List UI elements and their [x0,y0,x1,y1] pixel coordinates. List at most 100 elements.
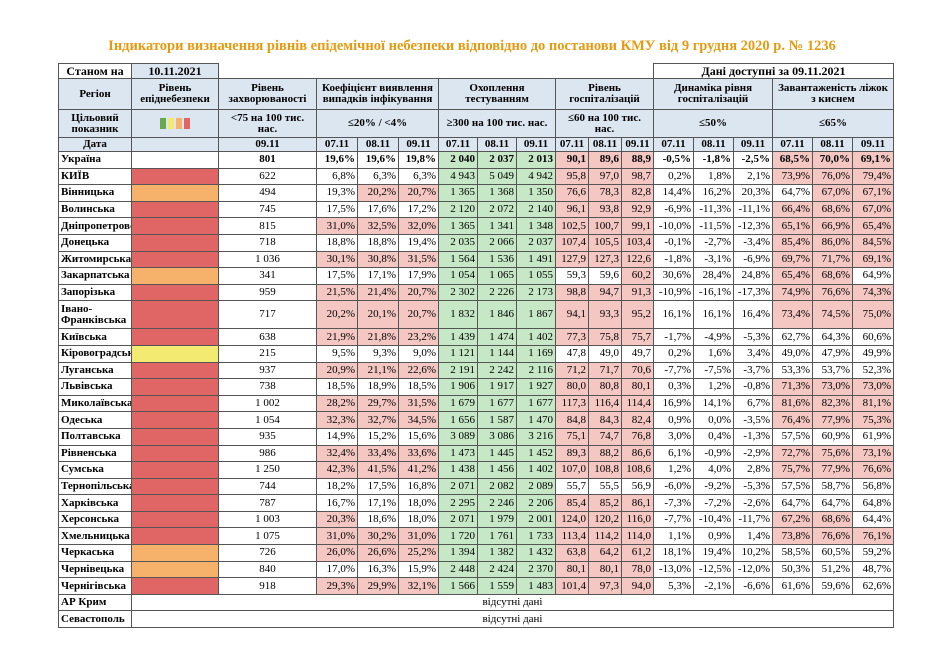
beds-value: 73,0% [812,378,853,396]
beds-value: 66,4% [772,200,813,219]
tests-value: 1 979 [477,510,517,529]
level [131,560,219,579]
coef-value: 21,4% [357,283,399,302]
dyn-value: -11,5% [693,217,734,235]
hosp-value: 56,9 [621,477,654,496]
tests-value: 5 049 [477,167,517,186]
beds-value: 81,6% [772,394,813,413]
rate: 738 [218,378,317,396]
rate: 494 [218,184,317,202]
row: Херсонська 1 003 20,3% 18,6% 18,0% 2 071 1 979… [58,510,894,529]
coef-value: 21,5% [316,283,358,302]
row: Україна 801 19,6% 19,6% 19,8% 2 040 2 037 2 013… [58,151,894,169]
tests-value: 2 013 [516,151,556,169]
beds-value: 71,3% [772,378,813,396]
rate: 1 002 [218,394,317,413]
tests-value: 1 365 [438,217,478,235]
beds-value: 75,3% [852,411,894,429]
rate: 787 [218,494,317,512]
beds-value: 69,1% [852,151,894,169]
dyn-value: 6,7% [733,394,773,413]
beds-value: 68,6% [812,200,853,219]
rate: 341 [218,267,317,285]
hosp-value: 94,0 [621,577,654,595]
tests-value: 1 491 [516,250,556,269]
region: Кіровоградська [58,344,132,363]
hosp-value: 88,2 [588,444,622,463]
dyn-value: 16,1% [653,300,694,330]
beds-value: 71,7% [812,250,853,269]
coef-value: 15,9% [398,560,439,579]
tests-value: 2 037 [516,233,556,252]
date: 07.11 [316,137,358,152]
date: 09.11 [398,137,439,152]
dyn-value: -10,4% [693,510,734,529]
tests-value: 2 424 [477,560,517,579]
level [131,233,219,252]
beds-value: 67,1% [852,184,894,202]
row: Чернігівська 918 29,3% 29,9% 32,1% 1 566 1 559… [58,577,894,595]
hosp-value: 95,8 [555,167,589,186]
hosp-value: 89,3 [555,444,589,463]
hosp-value: 84,8 [555,411,589,429]
hosp-value: 74,7 [588,427,622,446]
coef-value: 17,1% [357,494,399,512]
hosp-value: 98,7 [621,167,654,186]
rate: 718 [218,233,317,252]
beds-value: 76,6% [852,461,894,479]
no-data: відсутні дані [131,610,894,629]
hosp-value: 93,8 [588,200,622,219]
beds-value: 77,9% [812,461,853,479]
coef-value: 30,1% [316,250,358,269]
tests-value: 1 720 [438,527,478,546]
hosp-value: 78,3 [588,184,622,202]
level [131,427,219,446]
beds-value: 84,5% [852,233,894,252]
dyn-value: 2,8% [733,461,773,479]
row: Кіровоградська 215 9,5% 9,3% 9,0% 1 121 1 144 1… [58,344,894,363]
coef-value: 21,8% [357,328,399,346]
beds-value: 64,7% [812,494,853,512]
tests-value: 1 474 [477,328,517,346]
hosp-value: 61,2 [621,544,654,562]
level [131,477,219,496]
beds-value: 65,4% [852,217,894,235]
beds-value: 66,9% [812,217,853,235]
dyn-value: -11,1% [733,200,773,219]
beds-value: 76,4% [772,411,813,429]
hosp-value: 93,3 [588,300,622,330]
dyn-value: -10,0% [653,217,694,235]
beds-value: 68,5% [772,151,813,169]
coef-value: 33,4% [357,444,399,463]
row: Сумська 1 250 42,3% 41,5% 41,2% 1 438 1 456 1 4… [58,461,894,479]
beds-value: 64,7% [772,184,813,202]
hosp-value: 77,3 [555,328,589,346]
dyn-value: -0,5% [653,151,694,169]
coef-value: 31,0% [398,527,439,546]
dyn-value: -4,9% [693,328,734,346]
coef-value: 21,9% [316,328,358,346]
beds-value: 62,7% [772,328,813,346]
hosp-value: 105,5 [588,233,622,252]
tests-value: 1 564 [438,250,478,269]
row: Хмельницька 1 075 31,0% 30,2% 31,0% 1 720 1 76… [58,527,894,546]
coef-value: 31,5% [398,250,439,269]
hosp-value: 116,0 [621,510,654,529]
tests-value: 1 587 [477,411,517,429]
dyn-value: 4,0% [693,461,734,479]
beds-value: 64,9% [852,267,894,285]
rate: 1 075 [218,527,317,546]
tests-value: 1 483 [516,577,556,595]
hosp-value: 47,8 [555,344,589,363]
hosp-value: 108,6 [621,461,654,479]
beds-value: 69,7% [772,250,813,269]
beds-value: 67,0% [852,200,894,219]
region: Чернівецька [58,560,132,579]
hosp-value: 124,0 [555,510,589,529]
hosp-value: 102,5 [555,217,589,235]
coef-value: 17,2% [398,200,439,219]
dyn-value: -2,6% [733,494,773,512]
coef-value: 32,3% [316,411,358,429]
hosp-value: 49,7 [621,344,654,363]
